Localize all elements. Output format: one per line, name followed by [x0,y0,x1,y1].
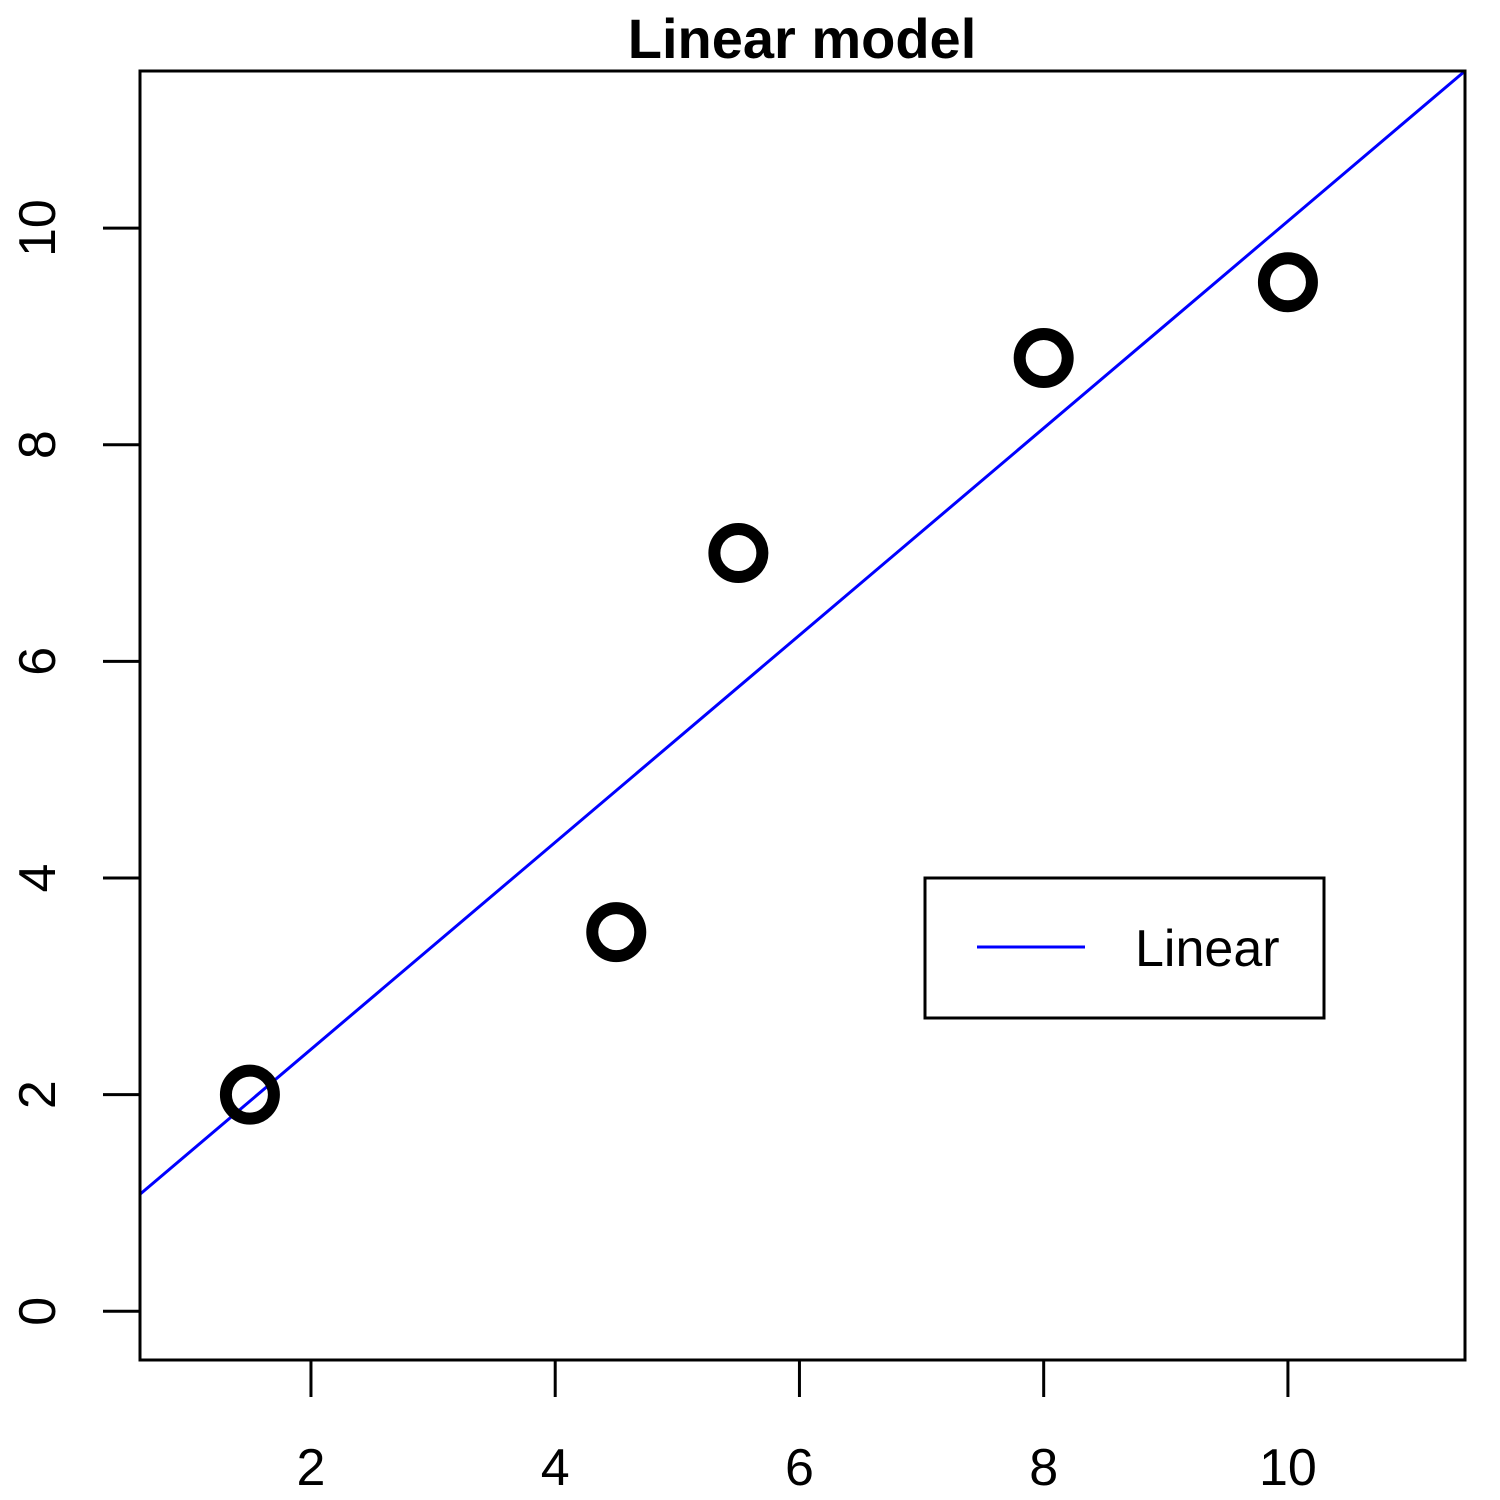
y-tick-label: 8 [9,430,67,459]
x-tick-label: 6 [785,1439,814,1497]
chart-title: Linear model [628,7,977,70]
y-tick-label: 2 [9,1080,67,1109]
legend-label: Linear [1135,920,1280,978]
data-point-1 [219,1064,280,1125]
y-tick-label: 10 [9,199,67,257]
data-point-4 [1013,328,1074,389]
fit-line-layer [139,69,1466,1196]
axes-layer: 2 4 6 8 10 0 2 4 6 8 10 [9,199,1317,1497]
x-tick-label: 2 [297,1439,326,1497]
data-point-2 [586,902,647,963]
x-tick-label: 10 [1259,1439,1317,1497]
data-point-5 [1257,252,1318,313]
y-tick-label: 4 [9,864,67,893]
x-tick-label: 4 [541,1439,570,1497]
data-point-3 [708,523,769,584]
legend: Linear [923,876,1326,1020]
fit-line-linear [139,69,1466,1196]
y-tick-label: 0 [9,1297,67,1326]
points-layer [219,252,1318,1125]
y-tick-label: 6 [9,647,67,676]
x-tick-label: 8 [1029,1439,1058,1497]
plot-frame [138,69,1467,1362]
